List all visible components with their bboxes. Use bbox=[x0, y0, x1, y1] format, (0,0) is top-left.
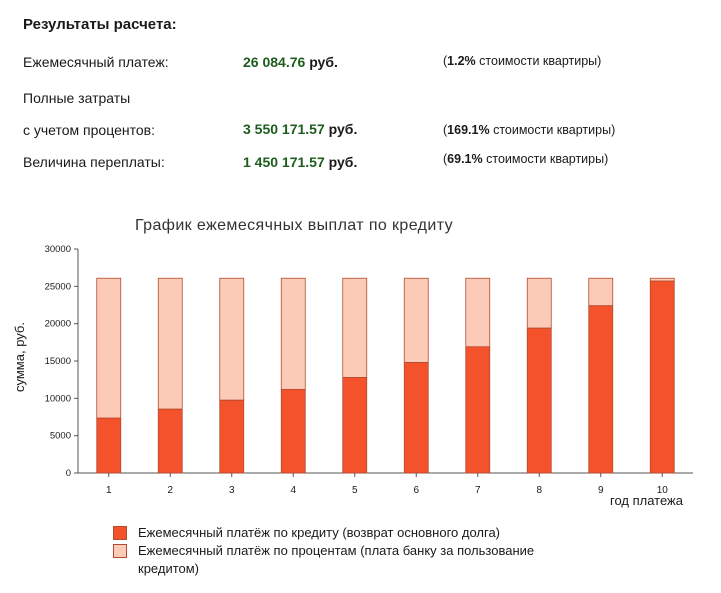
overpayment-unit: руб. bbox=[328, 154, 358, 170]
x-tick-label: 2 bbox=[167, 485, 173, 496]
chart-y-axis-label: сумма, руб. bbox=[12, 322, 27, 392]
x-tick-label: 7 bbox=[475, 485, 481, 496]
monthly-payment-label: Ежемесячный платеж: bbox=[23, 54, 169, 70]
bar-principal bbox=[526, 327, 552, 474]
full-cost-unit: руб. bbox=[328, 121, 358, 137]
monthly-payment-note-percent: 1.2% bbox=[447, 54, 476, 68]
bar-principal bbox=[219, 399, 245, 474]
bar-interest bbox=[96, 277, 122, 419]
payment-chart: График ежемесячных выплат по кредиту сум… bbox=[12, 217, 693, 508]
monthly-payment-note-text: стоимости квартиры bbox=[479, 54, 598, 68]
y-tick-label: 0 bbox=[66, 468, 71, 479]
full-cost-value: 3 550 171.57 руб. bbox=[243, 121, 357, 137]
bar-principal bbox=[649, 280, 675, 474]
y-tick-label: 5000 bbox=[50, 431, 71, 442]
chart-x-axis-label: год платежа bbox=[610, 493, 684, 508]
y-tick-label: 20000 bbox=[45, 319, 71, 330]
legend-label-interest: Ежемесячный платёж по процентам (плата б… bbox=[138, 543, 535, 576]
bar-interest bbox=[157, 277, 183, 410]
bar-principal bbox=[588, 305, 614, 474]
x-tick-label: 10 bbox=[657, 485, 669, 496]
bar-interest bbox=[403, 277, 429, 363]
legend-item-principal: Ежемесячный платёж по кредиту (возврат о… bbox=[113, 524, 593, 542]
bar-interest bbox=[588, 277, 614, 307]
bar-interest bbox=[526, 277, 552, 329]
legend-swatch-principal bbox=[113, 526, 127, 540]
overpayment-value: 1 450 171.57 руб. bbox=[243, 154, 357, 170]
bar-principal bbox=[465, 346, 491, 474]
full-cost-note-percent: 169.1% bbox=[447, 123, 490, 137]
results-title: Результаты расчета: bbox=[23, 16, 177, 33]
full-cost-note-text: стоимости квартиры bbox=[493, 123, 612, 137]
legend-item-interest: Ежемесячный платёж по процентам (плата б… bbox=[113, 542, 593, 578]
overpayment-note-percent: 69.1% bbox=[447, 152, 483, 166]
y-tick-label: 25000 bbox=[45, 281, 71, 292]
overpayment-label: Величина переплаты: bbox=[23, 154, 165, 170]
x-tick-label: 4 bbox=[290, 485, 296, 496]
bar-principal bbox=[403, 362, 429, 474]
y-tick-label: 30000 bbox=[45, 244, 71, 255]
chart-title: График ежемесячных выплат по кредиту bbox=[135, 217, 453, 234]
bar-interest bbox=[649, 277, 675, 282]
full-cost-interest-label: с учетом процентов: bbox=[23, 122, 155, 138]
bar-principal bbox=[280, 388, 306, 474]
bar-interest bbox=[465, 277, 491, 348]
monthly-payment-note: (1.2% стоимости квартиры) bbox=[443, 54, 602, 68]
legend-label-principal: Ежемесячный платёж по кредиту (возврат о… bbox=[138, 525, 501, 540]
x-tick-label: 6 bbox=[413, 485, 419, 496]
y-tick-label: 10000 bbox=[45, 393, 71, 404]
overpayment-amount: 1 450 171.57 bbox=[243, 154, 325, 170]
bar-principal bbox=[342, 377, 368, 474]
bar-interest bbox=[342, 277, 368, 378]
bar-principal bbox=[96, 417, 122, 474]
full-cost-amount: 3 550 171.57 bbox=[243, 121, 325, 137]
bar-interest bbox=[280, 277, 306, 390]
bar-interest bbox=[219, 277, 245, 401]
y-tick-label: 15000 bbox=[45, 356, 71, 367]
x-tick-label: 8 bbox=[536, 485, 542, 496]
full-cost-note: (169.1% стоимости квартиры) bbox=[443, 123, 616, 137]
monthly-payment-unit: руб. bbox=[309, 54, 338, 70]
bar-principal bbox=[157, 408, 183, 474]
overpayment-note: (69.1% стоимости квартиры) bbox=[443, 152, 609, 166]
plot-area: 0 5000 10000 15000 20000 25000 30000 1 2 3 4 5 6 7 8 9 1… bbox=[45, 244, 693, 496]
x-tick-label: 9 bbox=[598, 485, 604, 496]
legend-swatch-interest bbox=[113, 544, 127, 558]
x-tick-label: 5 bbox=[352, 485, 358, 496]
x-tick-label: 3 bbox=[229, 485, 235, 496]
overpayment-note-text: стоимости квартиры bbox=[486, 152, 605, 166]
monthly-payment-amount: 26 084.76 bbox=[243, 54, 306, 70]
monthly-payment-value: 26 084.76 руб. bbox=[243, 54, 338, 70]
full-cost-label: Полные затраты bbox=[23, 90, 131, 106]
x-tick-label: 1 bbox=[106, 485, 112, 496]
